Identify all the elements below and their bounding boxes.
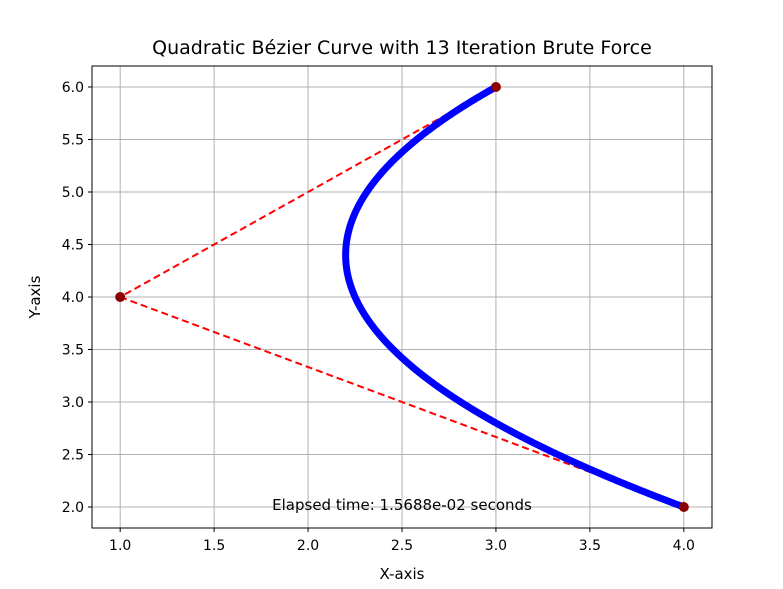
bezier-curve: [342, 83, 688, 511]
control-point-marker: [490, 82, 501, 92]
y-tick-label: 5.0: [62, 185, 84, 201]
ticks: 1.0 1.5 2.0 2.5 3.0 3.5 4.0 2.0 2.5 3.0 3.5 4.0 4.5 5…: [62, 80, 695, 554]
chart-title: Quadratic Bézier Curve with 13 Iteration…: [152, 37, 652, 59]
elapsed-time-annotation: Elapsed time: 1.5688e-02 seconds: [272, 496, 532, 514]
x-tick-label: 2.0: [297, 538, 319, 554]
y-tick-label: 6.0: [62, 80, 84, 96]
control-point-marker: [678, 502, 689, 512]
bezier-curve-layer: [342, 83, 688, 511]
x-tick-label: 4.0: [673, 538, 695, 554]
x-axis-label: X-axis: [380, 565, 425, 583]
x-tick-label: 1.0: [109, 538, 131, 554]
x-tick-label: 1.5: [203, 538, 225, 554]
control-point-marker: [115, 292, 126, 302]
x-tick-label: 2.5: [391, 538, 413, 554]
control-points: [115, 82, 689, 512]
y-tick-label: 3.0: [62, 395, 84, 411]
x-tick-label: 3.0: [485, 538, 507, 554]
y-tick-label: 4.0: [62, 290, 84, 306]
y-tick-label: 4.5: [62, 238, 84, 254]
y-tick-label: 5.5: [62, 133, 84, 149]
y-tick-label: 3.5: [62, 343, 84, 359]
y-tick-label: 2.0: [62, 500, 84, 516]
y-tick-label: 2.5: [62, 448, 84, 464]
x-tick-label: 3.5: [579, 538, 601, 554]
control-line-segment: [119, 86, 497, 298]
y-axis-label: Y-axis: [26, 275, 44, 319]
